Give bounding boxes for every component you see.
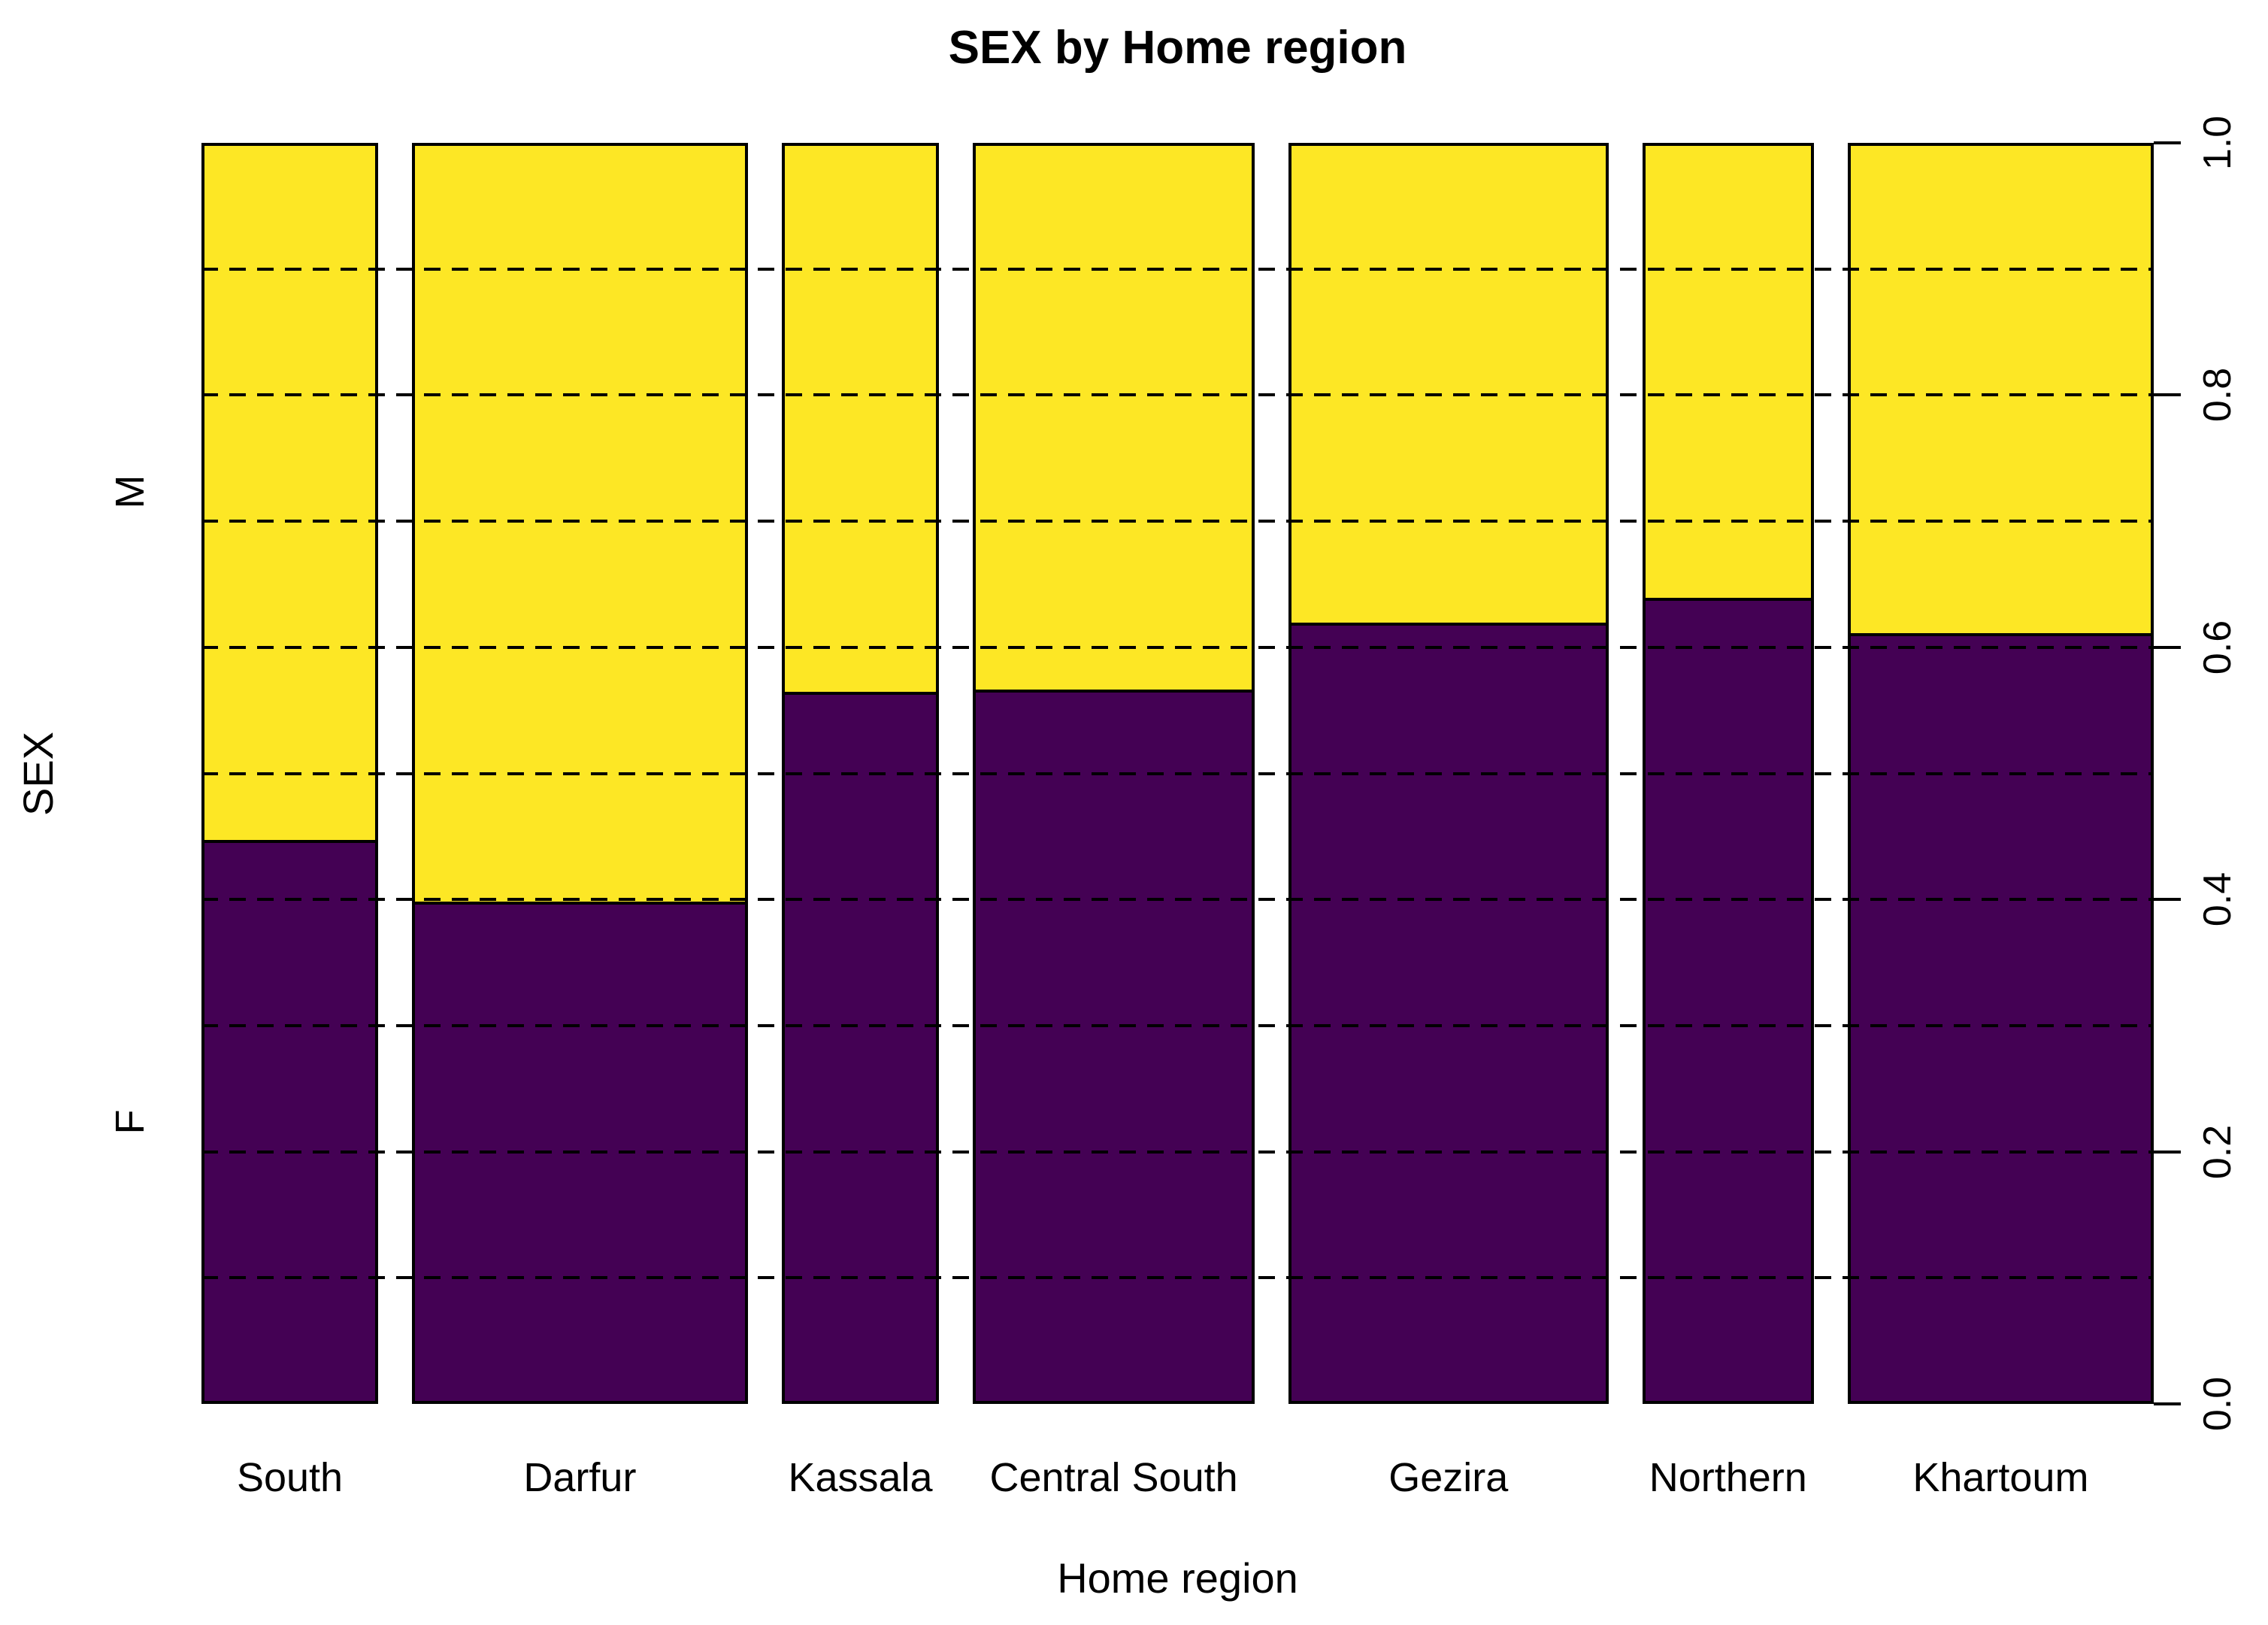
- x-category-label-central-south: Central South: [989, 1455, 1238, 1500]
- segment-M-central-south: [976, 146, 1252, 690]
- y-tick-label-1.0: 1.0: [2196, 115, 2239, 171]
- bar-northern: [1642, 143, 1814, 1404]
- bar-khartoum: [1847, 143, 2154, 1404]
- segment-F-central-south: [976, 689, 1252, 1401]
- x-category-label-khartoum: Khartoum: [1912, 1455, 2089, 1500]
- segment-F-kassala: [784, 692, 937, 1401]
- segment-F-northern: [1645, 597, 1811, 1401]
- x-category-label-south: South: [236, 1455, 344, 1500]
- segment-M-darfur: [415, 146, 745, 902]
- segment-M-northern: [1645, 146, 1811, 598]
- bar-south: [201, 143, 379, 1404]
- y-axis-tick-1.0: [2154, 141, 2181, 144]
- segment-M-south: [204, 146, 376, 840]
- segment-F-khartoum: [1850, 632, 2151, 1401]
- y-tick-label-0.2: 0.2: [2196, 1124, 2239, 1179]
- segment-M-kassala: [784, 146, 937, 692]
- bar-kassala: [781, 143, 940, 1404]
- segment-F-darfur: [415, 901, 745, 1401]
- y-segment-label-f: F: [107, 1109, 153, 1135]
- segment-F-gezira: [1291, 623, 1606, 1401]
- plot-area: [201, 143, 2154, 1404]
- y-axis-tick-0.8: [2154, 393, 2181, 397]
- segment-M-khartoum: [1850, 146, 2151, 633]
- chart-title: SEX by Home region: [948, 22, 1407, 74]
- bar-central-south: [973, 143, 1255, 1404]
- x-category-label-darfur: Darfur: [523, 1455, 637, 1500]
- y-axis-tick-0.0: [2154, 1402, 2181, 1405]
- y-axis-label: SEX: [14, 731, 62, 816]
- x-category-label-northern: Northern: [1649, 1455, 1807, 1500]
- y-tick-label-0.6: 0.6: [2196, 620, 2239, 675]
- x-category-label-gezira: Gezira: [1388, 1455, 1509, 1500]
- y-tick-label-0.0: 0.0: [2196, 1376, 2239, 1432]
- y-tick-label-0.4: 0.4: [2196, 872, 2239, 927]
- y-tick-label-0.8: 0.8: [2196, 368, 2239, 423]
- y-axis-tick-0.2: [2154, 1150, 2181, 1154]
- y-axis-tick-0.6: [2154, 645, 2181, 649]
- x-axis-label: Home region: [1057, 1554, 1298, 1602]
- y-segment-label-m: M: [107, 474, 153, 509]
- x-category-label-kassala: Kassala: [788, 1455, 933, 1500]
- bar-gezira: [1288, 143, 1609, 1404]
- y-axis-tick-0.4: [2154, 898, 2181, 902]
- bar-darfur: [412, 143, 748, 1404]
- segment-F-south: [204, 839, 376, 1401]
- segment-M-gezira: [1291, 146, 1606, 623]
